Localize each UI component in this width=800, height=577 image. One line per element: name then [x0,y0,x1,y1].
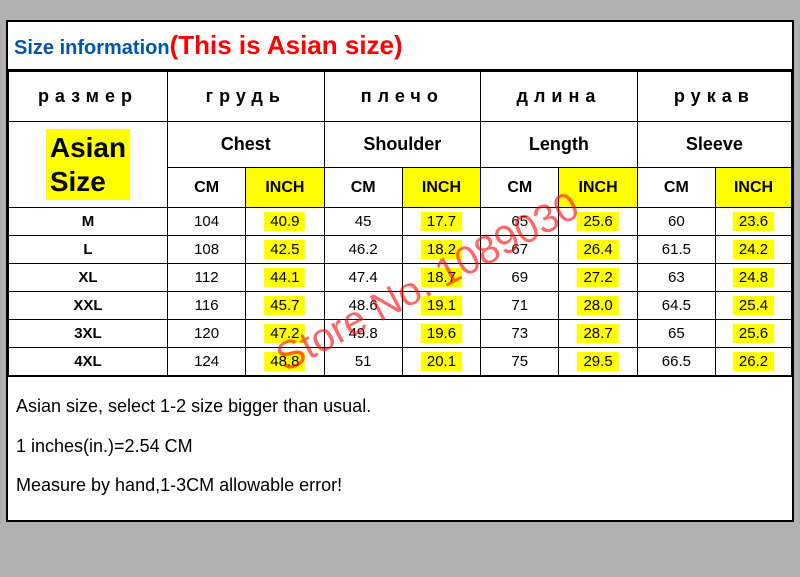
cell-shoulder-cm: 45 [324,208,402,236]
cell-length-cm: 71 [481,292,559,320]
asian-size-header: AsianSize [9,122,168,208]
sleeve-cm: CM [637,168,715,208]
table-body: M10440.94517.76525.66023.6L10842.546.218… [9,208,792,376]
cell-length-in: 28.0 [559,292,637,320]
cell-chest-cm: 116 [167,292,245,320]
title-row: Size information(This is Asian size) [8,22,792,71]
cell-shoulder-in: 18.7 [402,264,480,292]
chest-inch: INCH [246,168,324,208]
note-line-1: Asian size, select 1-2 size bigger than … [16,387,784,427]
cell-length-cm: 75 [481,348,559,376]
ru-sleeve: рукав [637,72,791,122]
cell-shoulder-in: 19.6 [402,320,480,348]
cell-length-in: 26.4 [559,236,637,264]
cell-shoulder-in: 17.7 [402,208,480,236]
table-row: L10842.546.218.26726.461.524.2 [9,236,792,264]
table-row: XXL11645.748.619.17128.064.525.4 [9,292,792,320]
cell-chest-cm: 108 [167,236,245,264]
length-header: Length [481,122,638,168]
size-chart-container: Size information(This is Asian size) раз… [6,20,794,522]
cell-length-in: 29.5 [559,348,637,376]
notes-box: Asian size, select 1-2 size bigger than … [8,376,792,520]
cell-sleeve-in: 24.8 [716,264,792,292]
cell-sleeve-cm: 65 [637,320,715,348]
cell-shoulder-in: 20.1 [402,348,480,376]
cell-sleeve-in: 25.4 [716,292,792,320]
cell-chest-in: 44.1 [246,264,324,292]
cell-size: M [9,208,168,236]
cell-length-in: 25.6 [559,208,637,236]
cell-sleeve-cm: 60 [637,208,715,236]
russian-header-row: размер грудь плечо длина рукав [9,72,792,122]
chest-cm: CM [167,168,245,208]
cell-size: 3XL [9,320,168,348]
ru-chest: грудь [167,72,324,122]
table-row: XL11244.147.418.76927.26324.8 [9,264,792,292]
table-row: 3XL12047.249.819.67328.76525.6 [9,320,792,348]
cell-sleeve-cm: 63 [637,264,715,292]
cell-shoulder-cm: 49.8 [324,320,402,348]
note-line-2: 1 inches(in.)=2.54 CM [16,427,784,467]
cell-sleeve-in: 24.2 [716,236,792,264]
ru-length: длина [481,72,638,122]
table-row: 4XL12448.85120.17529.566.526.2 [9,348,792,376]
sleeve-header: Sleeve [637,122,791,168]
table-row: M10440.94517.76525.66023.6 [9,208,792,236]
cell-shoulder-cm: 48.6 [324,292,402,320]
cell-size: L [9,236,168,264]
asian-size-word2: Size [50,166,106,197]
size-table: размер грудь плечо длина рукав AsianSize… [8,71,792,376]
cell-shoulder-cm: 51 [324,348,402,376]
cell-chest-cm: 104 [167,208,245,236]
cell-length-cm: 67 [481,236,559,264]
cell-size: 4XL [9,348,168,376]
cell-chest-in: 42.5 [246,236,324,264]
shoulder-header: Shoulder [324,122,481,168]
cell-size: XXL [9,292,168,320]
cell-sleeve-in: 26.2 [716,348,792,376]
cell-chest-in: 40.9 [246,208,324,236]
cell-shoulder-cm: 47.4 [324,264,402,292]
cell-shoulder-in: 18.2 [402,236,480,264]
measure-header-row: AsianSize Chest Shoulder Length Sleeve [9,122,792,168]
cell-shoulder-in: 19.1 [402,292,480,320]
cell-chest-in: 48.8 [246,348,324,376]
title-asian-note: (This is Asian size) [170,30,403,60]
cell-sleeve-in: 25.6 [716,320,792,348]
cell-chest-cm: 112 [167,264,245,292]
cell-length-cm: 69 [481,264,559,292]
cell-shoulder-cm: 46.2 [324,236,402,264]
cell-chest-cm: 120 [167,320,245,348]
length-inch: INCH [559,168,637,208]
cell-length-in: 27.2 [559,264,637,292]
cell-sleeve-cm: 66.5 [637,348,715,376]
ru-shoulder: плечо [324,72,481,122]
cell-chest-in: 47.2 [246,320,324,348]
cell-chest-in: 45.7 [246,292,324,320]
cell-sleeve-cm: 64.5 [637,292,715,320]
chest-header: Chest [167,122,324,168]
cell-sleeve-in: 23.6 [716,208,792,236]
cell-length-cm: 65 [481,208,559,236]
title-label: Size information [14,37,170,59]
asian-size-word1: Asian [50,132,126,163]
cell-length-in: 28.7 [559,320,637,348]
shoulder-inch: INCH [402,168,480,208]
cell-chest-cm: 124 [167,348,245,376]
cell-sleeve-cm: 61.5 [637,236,715,264]
length-cm: CM [481,168,559,208]
note-line-3: Measure by hand,1-3CM allowable error! [16,466,784,506]
cell-size: XL [9,264,168,292]
sleeve-inch: INCH [716,168,792,208]
shoulder-cm: CM [324,168,402,208]
cell-length-cm: 73 [481,320,559,348]
ru-size: размер [9,72,168,122]
